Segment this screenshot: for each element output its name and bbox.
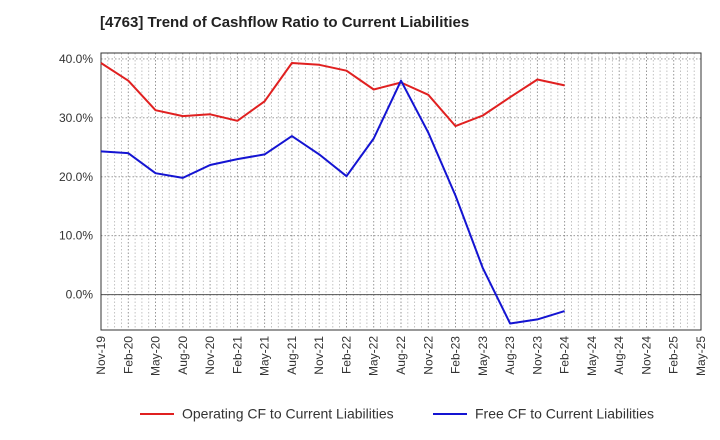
x-tick-label: Feb-24 xyxy=(558,336,572,374)
x-tick-label: Nov-21 xyxy=(312,336,326,375)
x-tick-label: Feb-20 xyxy=(121,336,135,374)
y-tick-label: 30.0% xyxy=(59,111,93,125)
x-tick-label: Feb-21 xyxy=(230,336,244,374)
x-tick-label: May-23 xyxy=(476,336,490,376)
x-tick-label: May-25 xyxy=(694,336,708,376)
x-tick-label: May-22 xyxy=(367,336,381,376)
x-tick-label: Feb-23 xyxy=(449,336,463,374)
y-tick-label: 0.0% xyxy=(66,288,94,302)
x-tick-label: Aug-22 xyxy=(394,336,408,375)
series-line-free-cf xyxy=(100,79,565,325)
plot-area-border xyxy=(100,52,702,331)
x-tick-label: Nov-23 xyxy=(530,336,544,375)
x-tick-label: Feb-22 xyxy=(339,336,353,374)
y-tick-label: 10.0% xyxy=(59,229,93,243)
legend-label: Operating CF to Current Liabilities xyxy=(182,406,394,422)
x-tick-label: Nov-22 xyxy=(421,336,435,375)
x-tick-label: Aug-23 xyxy=(503,336,517,375)
x-tick-label: May-24 xyxy=(585,336,599,376)
x-tick-label: Nov-20 xyxy=(203,336,217,375)
x-tick-label: Aug-24 xyxy=(612,336,626,375)
x-tick-label: Aug-21 xyxy=(285,336,299,375)
x-tick-label: Aug-20 xyxy=(176,336,190,375)
x-tick-label: May-20 xyxy=(149,336,163,376)
x-tick-label: Feb-25 xyxy=(667,336,681,374)
x-tick-label: Nov-19 xyxy=(94,336,108,375)
y-tick-label: 20.0% xyxy=(59,170,93,184)
x-tick-label: May-21 xyxy=(258,336,272,376)
series-line-operating-cf xyxy=(100,62,565,128)
x-tick-label: Nov-24 xyxy=(639,336,653,375)
legend-label: Free CF to Current Liabilities xyxy=(475,406,654,422)
chart-title: [4763] Trend of Cashflow Ratio to Curren… xyxy=(100,14,470,31)
y-tick-label: 40.0% xyxy=(59,52,93,66)
